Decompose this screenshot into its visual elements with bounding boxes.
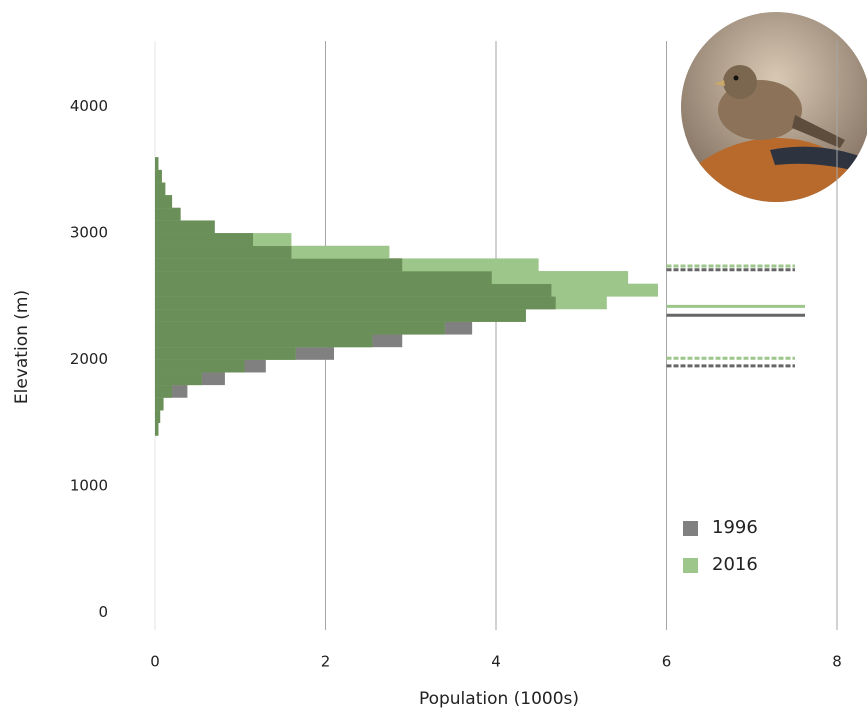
y-tick-label: 0 <box>98 603 108 621</box>
bird-photo <box>681 12 867 210</box>
overlap-bar <box>155 195 172 208</box>
x-axis-label: Population (1000s) <box>419 689 579 709</box>
overlap-bar <box>155 271 492 284</box>
overlap-bar <box>155 397 164 410</box>
overlap-bar <box>155 284 551 297</box>
legend-label: 1996 <box>712 517 758 538</box>
overlap-bar <box>155 322 445 335</box>
overlap-bar <box>155 157 158 170</box>
overlap-bar <box>155 423 158 436</box>
y-axis-label: Elevation (m) <box>12 290 32 404</box>
overlap-bar <box>155 360 245 373</box>
overlap-bar <box>155 183 165 196</box>
y-tick-label: 2000 <box>70 350 108 368</box>
overlap-bar <box>155 170 162 183</box>
legend-swatch <box>683 521 698 536</box>
y-tick-label: 3000 <box>70 224 108 242</box>
overlap-bar <box>155 385 172 398</box>
x-tick-label: 2 <box>321 653 331 671</box>
overlap-bar <box>155 347 296 360</box>
overlap-bar <box>155 410 160 423</box>
overlap-bar <box>155 309 526 322</box>
overlap-bar <box>155 334 372 347</box>
overlap-bar <box>155 220 215 233</box>
overlap-bar <box>155 208 181 221</box>
x-tick-label: 8 <box>832 653 842 671</box>
x-tick-label: 6 <box>662 653 672 671</box>
legend-swatch <box>683 558 698 573</box>
legend-label: 2016 <box>712 554 758 575</box>
overlap-bar <box>155 246 291 259</box>
x-tick-label: 0 <box>150 653 160 671</box>
y-tick-label: 4000 <box>70 97 108 115</box>
x-tick-label: 4 <box>491 653 501 671</box>
overlap-bar <box>155 233 253 246</box>
overlap-bar <box>155 258 402 271</box>
overlap-bar <box>155 296 556 309</box>
overlap-bar <box>155 372 202 385</box>
chart: 0 2 4 6 8 0 1000 2000 3000 4000 1996 2016 Populatio… <box>0 0 867 711</box>
y-tick-label: 1000 <box>70 476 108 494</box>
